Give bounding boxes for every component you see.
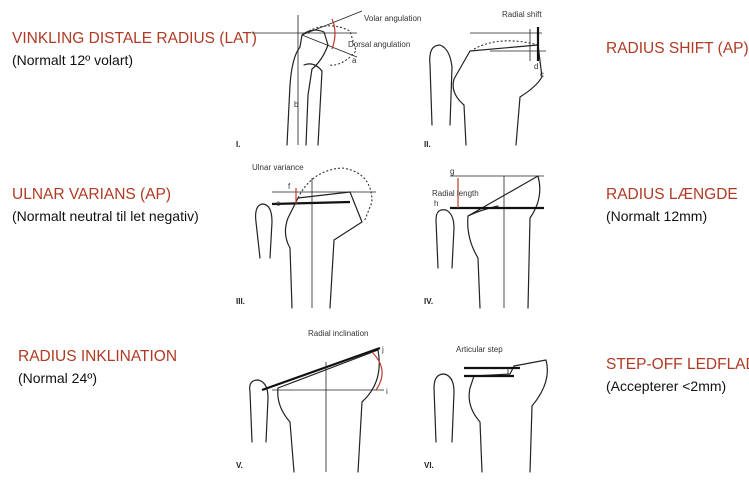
label-title: RADIUS SHIFT (AP) <box>606 40 749 57</box>
figure-radial-length: Radial length g h IV. <box>424 167 544 309</box>
ulna-bone <box>435 209 455 269</box>
radial-inclination-caption: Radial inclination <box>308 329 368 338</box>
articular-step-caption: Articular step <box>456 345 503 354</box>
point-b-label: b <box>294 100 299 109</box>
label-step-off: STEP-OFF LEDFLADE (Accepterer <2mm) <box>606 356 749 395</box>
radial-length-caption: Radial length <box>432 189 479 198</box>
figure-numeral: II. <box>424 140 431 149</box>
point-d-label: d <box>534 62 538 71</box>
label-subtitle: (Normalt 12mm) <box>606 208 708 224</box>
figure-numeral: VI. <box>424 461 434 470</box>
ulna-bone <box>433 373 455 443</box>
angle-arc <box>371 351 383 391</box>
ulnar-line <box>271 200 351 206</box>
label-title: ULNAR VARIANS (AP) <box>12 186 172 203</box>
label-radius-length: RADIUS LÆNGDE (Normalt 12mm) <box>606 186 738 225</box>
volar-angulation-label: Volar angulation <box>364 14 421 23</box>
figure-numeral: III. <box>236 297 245 306</box>
inclination-line <box>261 346 381 392</box>
label-radius-angulation: VINKLING DISTALE RADIUS (LAT) (Normalt 1… <box>12 30 257 69</box>
point-g-label: g <box>450 167 454 176</box>
carpal-outline <box>297 167 373 223</box>
dorsal-line <box>301 34 358 58</box>
ulna-bone <box>255 203 273 259</box>
angle-arc <box>331 18 336 50</box>
ulna-bone <box>303 63 323 146</box>
label-subtitle: (Accepterer <2mm) <box>606 378 727 394</box>
point-j-label: j <box>381 345 384 354</box>
label-radius-shift: RADIUS SHIFT (AP) <box>606 40 749 58</box>
figure-numeral: V. <box>236 461 243 470</box>
volar-line <box>301 10 363 36</box>
figure-radial-inclination: Radial inclination j i V. <box>236 329 388 473</box>
figure-ulnar-variance: Ulnar variance f e III. <box>236 163 376 309</box>
ulnar-variance-caption: Ulnar variance <box>252 163 304 172</box>
label-subtitle: (Normalt 12º volart) <box>12 52 134 68</box>
ulna-bone <box>249 379 269 443</box>
point-i-label: i <box>386 387 388 396</box>
figure-lateral-angulation: Volar angulation Dorsal angulation a b I… <box>236 10 421 149</box>
point-h-label: h <box>434 199 438 208</box>
label-ulnar-variance: ULNAR VARIANS (AP) (Normalt neutral til … <box>12 186 199 225</box>
dorsal-angulation-label: Dorsal angulation <box>348 40 410 49</box>
articular-surface <box>467 205 499 217</box>
radius-bone <box>452 44 543 146</box>
label-subtitle: (Normal 24º) <box>18 370 98 386</box>
figure-numeral: IV. <box>424 297 433 306</box>
radius-bone <box>277 349 380 473</box>
label-title: STEP-OFF LEDFLADE <box>606 356 749 373</box>
carpal-outline <box>301 25 357 66</box>
fragment-outline <box>473 40 539 50</box>
label-title: RADIUS LÆNGDE <box>606 186 738 203</box>
figure-numeral: I. <box>236 140 240 149</box>
label-title: RADIUS INKLINATION <box>18 348 178 365</box>
point-a-label: a <box>352 56 357 65</box>
figure-articular-step: Articular step VI. <box>424 345 548 473</box>
radius-bone <box>468 359 548 473</box>
point-e-label: e <box>276 199 281 208</box>
label-radius-inclination: RADIUS INKLINATION (Normal 24º) <box>18 348 177 387</box>
radius-bone <box>286 29 329 146</box>
point-f-label: f <box>288 182 291 191</box>
figure-radial-shift: Radial shift d c II. <box>424 10 546 149</box>
radius-bone <box>284 191 363 309</box>
point-c-label: c <box>540 70 544 79</box>
ulna-bone <box>429 44 453 126</box>
radial-shift-caption: Radial shift <box>502 10 542 19</box>
label-subtitle: (Normalt neutral til let negativ) <box>12 208 199 224</box>
label-title: VINKLING DISTALE RADIUS (LAT) <box>12 30 257 47</box>
